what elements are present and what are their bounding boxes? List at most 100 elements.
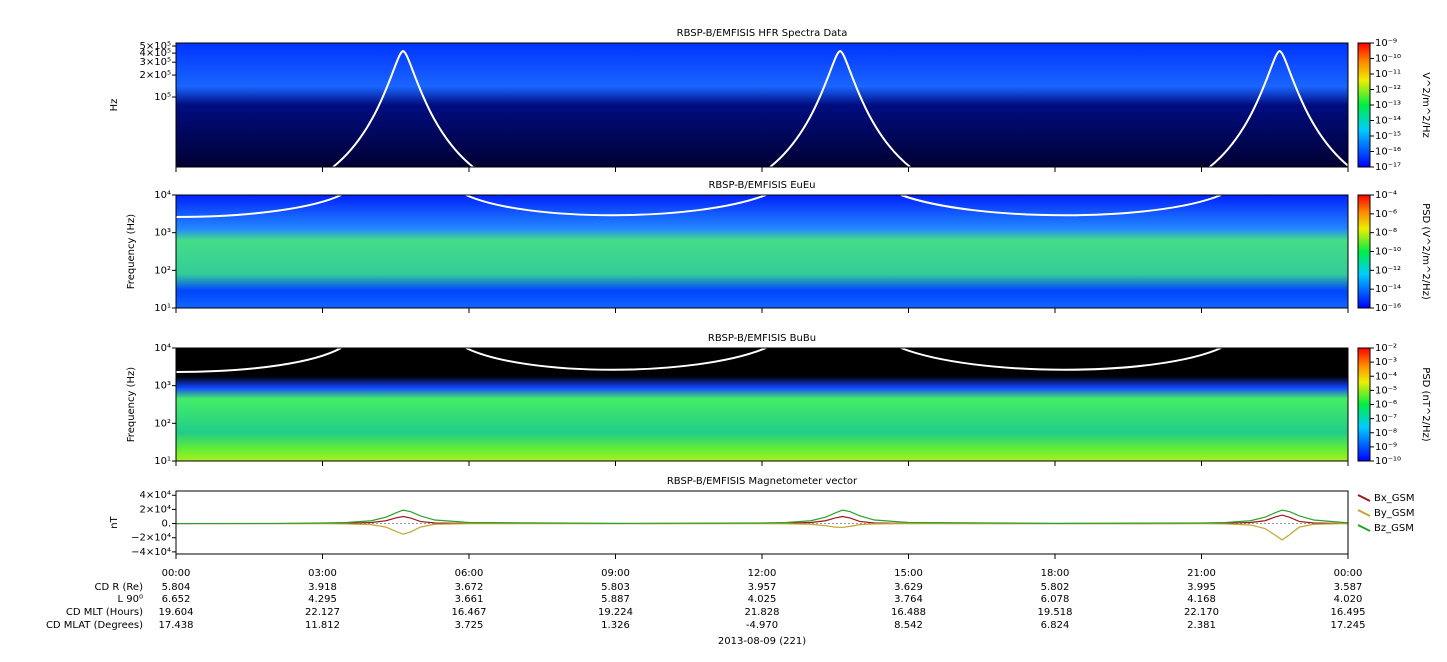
y-tick-label: 10¹ <box>154 303 171 314</box>
colorbar-tick-label: 10⁻⁹ <box>1375 38 1397 49</box>
ephemeris-value: 19.604 <box>159 607 194 618</box>
ephemeris-value: 22.170 <box>1184 607 1219 618</box>
ephemeris-value: 19.224 <box>598 607 633 618</box>
colorbar-tick-label: 10⁻⁴ <box>1375 371 1397 382</box>
ephemeris-value: 17.245 <box>1331 620 1366 631</box>
y-tick-label: 10² <box>154 418 171 429</box>
colorbar-tick-label: 10⁻¹¹ <box>1375 69 1401 80</box>
y-tick-label: 3×10⁵ <box>140 57 171 68</box>
ephemeris-value: 5.803 <box>601 582 630 593</box>
ephemeris-value: 3.725 <box>455 620 484 631</box>
y-axis-label: Frequency (Hz) <box>126 214 137 290</box>
x-tick-label: 00:00 <box>1334 568 1363 579</box>
panel-title: RBSP-B/EMFISIS EuEu <box>708 180 815 191</box>
ephemeris-value: 21.828 <box>745 607 780 618</box>
panel-title: RBSP-B/EMFISIS BuBu <box>708 333 816 344</box>
y-tick-label: 10² <box>154 265 171 276</box>
legend-swatch <box>1357 524 1371 532</box>
colorbar-tick-label: 10⁻⁸ <box>1375 428 1397 439</box>
y-tick-label: 10⁵ <box>154 92 171 103</box>
ephemeris-value: 8.542 <box>894 620 923 631</box>
colorbar-tick-label: 10⁻¹⁰ <box>1375 54 1401 65</box>
ephemeris-value: -4.970 <box>746 620 778 631</box>
y-tick-label: 10³ <box>154 228 171 239</box>
colorbar-tick-label: 10⁻¹⁵ <box>1375 131 1401 142</box>
ephemeris-label: CD R (Re) <box>95 582 144 593</box>
y-tick-label: 10³ <box>154 381 171 392</box>
x-tick-label: 12:00 <box>748 568 777 579</box>
x-tick-label: 21:00 <box>1187 568 1216 579</box>
spectrogram-image <box>176 195 1348 308</box>
panel-title: RBSP-B/EMFISIS Magnetometer vector <box>667 476 858 487</box>
ephemeris-value: 11.812 <box>305 620 340 631</box>
y-tick-label: 4×10⁵ <box>140 48 171 59</box>
spectrogram-image <box>176 43 1348 167</box>
colorbar-label: V^2/m^2/Hz <box>1420 72 1431 138</box>
x-tick-label: 00:00 <box>162 568 191 579</box>
legend-label: By_GSM <box>1374 508 1415 519</box>
colorbar-tick-label: 10⁻¹⁴ <box>1375 284 1401 295</box>
colorbar-tick-label: 10⁻¹² <box>1375 265 1401 276</box>
y-axis-label: Frequency (Hz) <box>126 367 137 443</box>
y-tick-label: 0. <box>161 519 171 530</box>
colorbar-tick-label: 10⁻³ <box>1375 357 1397 368</box>
colorbar-tick-label: 10⁻⁸ <box>1375 228 1397 239</box>
ephemeris-value: 3.957 <box>748 582 777 593</box>
colorbar-tick-label: 10⁻¹⁰ <box>1375 456 1401 467</box>
ephemeris-value: 6.824 <box>1041 620 1070 631</box>
ephemeris-value: 3.764 <box>894 594 923 605</box>
ephemeris-value: 4.020 <box>1334 594 1363 605</box>
colorbar-tick-label: 10⁻¹⁴ <box>1375 116 1401 127</box>
y-tick-label: 4×10⁴ <box>140 490 171 501</box>
ephemeris-label: CD MLAT (Degrees) <box>46 620 143 631</box>
ephemeris-value: 6.652 <box>162 594 191 605</box>
series-line <box>175 509 1349 525</box>
ephemeris-label: CD MLT (Hours) <box>66 607 143 618</box>
legend-swatch <box>1357 494 1371 502</box>
colorbar-tick-label: 10⁻⁹ <box>1375 442 1397 453</box>
y-tick-label: 5×10⁵ <box>140 41 171 52</box>
colorbar-label: PSD (nT^2/Hz) <box>1420 367 1431 441</box>
colorbar <box>1357 194 1371 309</box>
x-tick-label: 09:00 <box>601 568 630 579</box>
y-tick-label: 10¹ <box>154 456 171 467</box>
ephemeris-value: 16.467 <box>452 607 487 618</box>
colorbar-tick-label: 10⁻⁶ <box>1375 209 1397 220</box>
x-tick-label: 18:00 <box>1041 568 1070 579</box>
y-tick-label: 2×10⁴ <box>140 504 171 515</box>
spectrogram-image <box>176 348 1348 461</box>
colorbar-tick-label: 10⁻⁴ <box>1375 190 1397 201</box>
y-axis-label: nT <box>109 515 120 528</box>
ephemeris-value: 3.918 <box>308 582 337 593</box>
plasma-line <box>175 347 1222 373</box>
ephemeris-value: 5.802 <box>1041 582 1070 593</box>
y-tick-label: 10⁴ <box>154 343 171 354</box>
x-tick-label: 06:00 <box>455 568 484 579</box>
colorbar <box>1357 347 1371 462</box>
ephemeris-value: 17.438 <box>159 620 194 631</box>
y-tick-label: 2×10⁵ <box>140 70 171 81</box>
colorbar <box>1357 42 1371 168</box>
colorbar-tick-label: 10⁻¹² <box>1375 85 1401 96</box>
y-tick-label: −4×10⁴ <box>131 547 171 558</box>
ephemeris-value: 4.168 <box>1187 594 1216 605</box>
ephemeris-value: 2.381 <box>1187 620 1216 631</box>
ephemeris-value: 4.295 <box>308 594 337 605</box>
colorbar-label: PSD (V^2/m^2/Hz) <box>1420 203 1431 300</box>
y-tick-label: −2×10⁴ <box>131 533 171 544</box>
colorbar-tick-label: 10⁻² <box>1375 343 1397 354</box>
colorbar-tick-label: 10⁻¹⁷ <box>1375 162 1401 173</box>
colorbar-tick-label: 10⁻¹³ <box>1375 100 1401 111</box>
legend-swatch <box>1357 509 1371 517</box>
legend-label: Bx_GSM <box>1374 493 1415 504</box>
colorbar-tick-label: 10⁻⁶ <box>1375 400 1397 411</box>
ephemeris-value: 5.804 <box>162 582 191 593</box>
colorbar-tick-label: 10⁻¹⁶ <box>1375 147 1401 158</box>
x-tick-label: 15:00 <box>894 568 923 579</box>
plasma-line <box>175 194 1222 218</box>
ephemeris-value: 5.887 <box>601 594 630 605</box>
panel-title: RBSP-B/EMFISIS HFR Spectra Data <box>677 28 848 39</box>
series-line <box>176 522 1349 541</box>
colorbar-tick-label: 10⁻⁷ <box>1375 414 1397 425</box>
